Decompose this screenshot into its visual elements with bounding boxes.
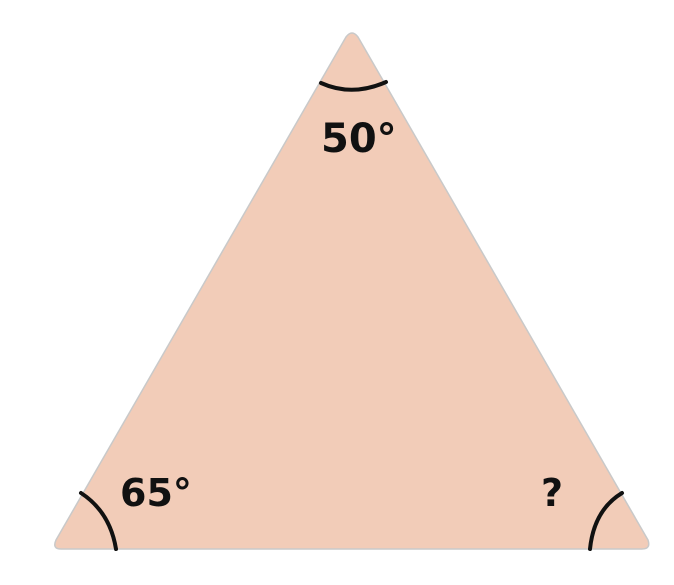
bottom-left-angle-label: 65° (120, 471, 192, 515)
top-angle-label: 50° (321, 116, 397, 162)
bottom-left-angle-arc (79, 491, 118, 551)
bottom-right-angle-arc (588, 491, 624, 551)
bottom-right-angle-label: ? (541, 471, 563, 515)
triangle-shape (54, 32, 650, 550)
top-angle-arc (319, 80, 388, 92)
